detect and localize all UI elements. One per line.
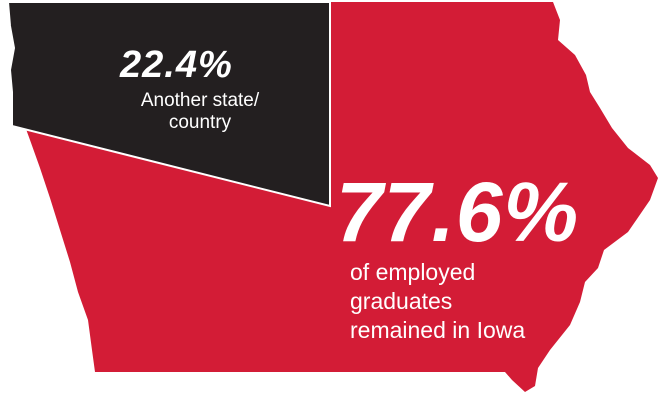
remained-in-iowa-value-label: 77.6% (336, 165, 580, 259)
slice-another-state-country (6, 0, 331, 208)
remained-in-iowa-caption: of employed graduates remained in Iowa (350, 258, 590, 345)
remained-in-iowa-caption-line: graduates (350, 288, 453, 314)
another-state-caption-line: country (168, 112, 232, 133)
another-state-caption: Another state/ country (130, 90, 270, 134)
remained-in-iowa-caption-line: remained in Iowa (350, 317, 526, 343)
another-state-caption-line: Another state/ (140, 90, 260, 111)
remained-in-iowa-caption-line: of employed (350, 259, 476, 285)
another-state-value-label: 22.4% (120, 44, 233, 86)
